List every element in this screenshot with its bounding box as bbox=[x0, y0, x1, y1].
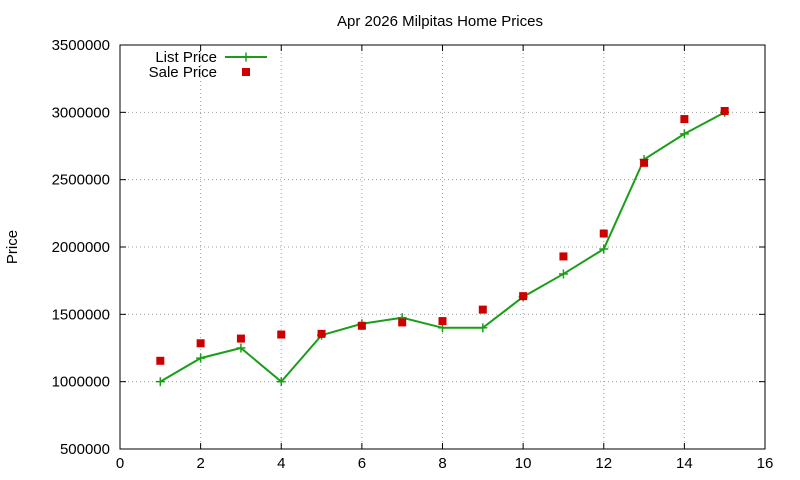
list-price-point bbox=[599, 244, 609, 254]
sale-price-point bbox=[357, 321, 366, 330]
list-price-point bbox=[236, 343, 246, 353]
y-tick-label: 3500000 bbox=[52, 37, 110, 54]
sale-price-point bbox=[559, 252, 568, 261]
x-tick-label: 0 bbox=[116, 455, 124, 472]
list-price-point bbox=[478, 323, 488, 333]
list-price-point bbox=[155, 377, 165, 387]
list-price-point bbox=[196, 353, 206, 363]
sale-price-point bbox=[156, 356, 165, 365]
x-tick-label: 6 bbox=[358, 455, 366, 472]
plot-frame bbox=[119, 44, 766, 450]
legend-label: Sale Price bbox=[149, 64, 217, 81]
x-tick-label: 8 bbox=[438, 455, 446, 472]
x-tick-label: 16 bbox=[757, 455, 774, 472]
y-tick-label: 1500000 bbox=[52, 306, 110, 323]
legend-plus-swatch bbox=[241, 52, 251, 62]
grid bbox=[120, 45, 765, 449]
y-tick-label: 2500000 bbox=[52, 172, 110, 189]
x-tick-label: 2 bbox=[196, 455, 204, 472]
chart-title: Apr 2026 Milpitas Home Prices bbox=[337, 13, 543, 30]
sale-price-point bbox=[196, 339, 205, 348]
y-tick-label: 2000000 bbox=[52, 239, 110, 256]
list-price-point bbox=[679, 129, 689, 139]
y-tick-label: 1000000 bbox=[52, 374, 110, 391]
x-tick-label: 4 bbox=[277, 455, 285, 472]
x-tick-label: 10 bbox=[515, 455, 532, 472]
sale-price-point bbox=[478, 305, 487, 314]
sale-price-point bbox=[720, 106, 729, 115]
sale-price-point bbox=[317, 329, 326, 338]
series-layer bbox=[155, 106, 730, 387]
legend-square-swatch bbox=[242, 68, 250, 76]
sale-price-point bbox=[640, 158, 649, 167]
axis-ticks: 0 2 4 6 8 10 12 14 16 500000 1000000 1500000 2000000… bbox=[52, 37, 774, 472]
sale-price-point bbox=[438, 317, 447, 326]
x-tick-label: 14 bbox=[676, 455, 693, 472]
series-sale-price bbox=[156, 106, 729, 365]
sale-price-point bbox=[519, 292, 528, 301]
legend-label: List Price bbox=[155, 49, 217, 66]
list-price-point bbox=[276, 377, 286, 387]
y-tick-label: 500000 bbox=[60, 441, 110, 458]
y-tick-label: 3000000 bbox=[52, 104, 110, 121]
sale-price-point bbox=[599, 229, 608, 238]
sale-price-point bbox=[236, 334, 245, 343]
sale-price-point bbox=[680, 115, 689, 124]
y-axis-label: Price bbox=[4, 230, 21, 264]
sale-price-point bbox=[277, 330, 286, 339]
x-tick-label: 12 bbox=[595, 455, 612, 472]
list-price-point bbox=[558, 269, 568, 279]
sale-price-point bbox=[398, 318, 407, 327]
